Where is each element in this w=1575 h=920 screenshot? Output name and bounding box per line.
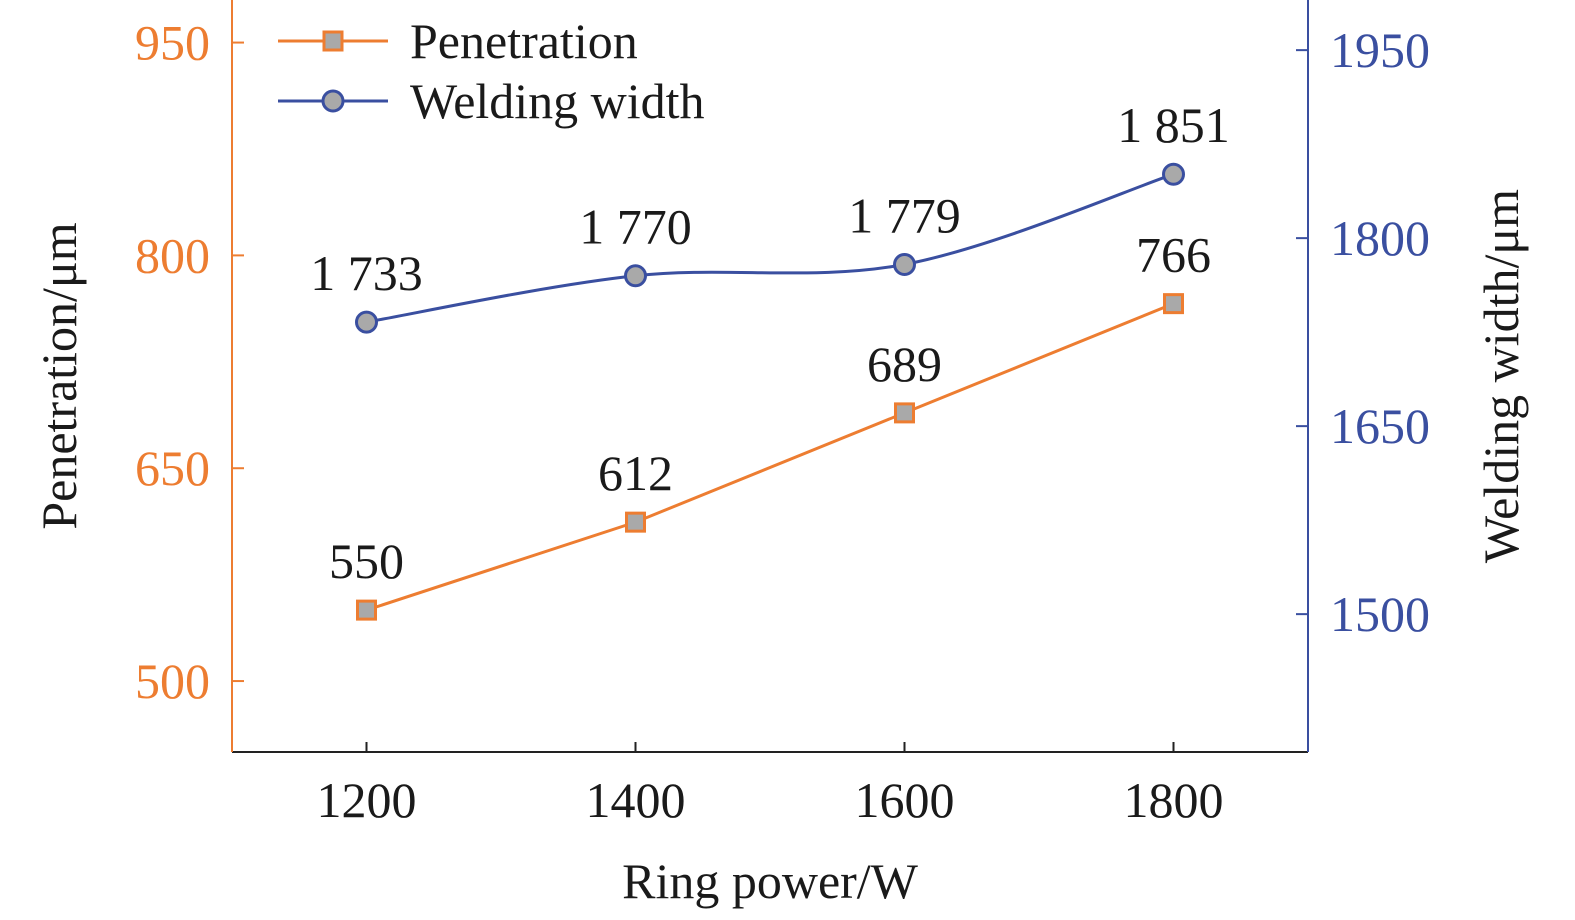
- right-y-axis-title: Welding width/μm: [1473, 189, 1529, 563]
- welding-width-marker: [355, 310, 378, 334]
- x-tick-label: 1200: [317, 772, 417, 828]
- data-labels-layer: 550 612 689 766 1 733 1 770 1 779 1 851: [310, 97, 1230, 589]
- welding-width-marker: [893, 252, 916, 276]
- right-y-tick-label: 1950: [1330, 22, 1430, 78]
- legend-label: Welding width: [410, 73, 705, 129]
- penetration-data-label: 766: [1136, 227, 1211, 283]
- left-y-tick-label: 650: [135, 440, 210, 496]
- left-y-tick-label: 800: [135, 227, 210, 283]
- left-y-tick-label: 950: [135, 15, 210, 71]
- series-line-circle: [366, 172, 1174, 324]
- legend-marker-circle: [321, 89, 345, 113]
- penetration-data-label: 689: [867, 336, 942, 392]
- welding-width-data-label: 1 851: [1117, 97, 1230, 153]
- welding-width-data-label: 1 779: [848, 187, 961, 243]
- x-axis-title: Ring power/W: [622, 853, 919, 909]
- x-tick-label: 1800: [1124, 772, 1224, 828]
- left-y-tick-label: 500: [135, 653, 210, 709]
- series-layer: [355, 162, 1185, 621]
- x-tick-label: 1400: [586, 772, 686, 828]
- penetration-data-label: 550: [329, 533, 404, 589]
- axes-layer: 1200 1400 1600 1800 500 650 800 950 1500 1650 1800…: [31, 0, 1529, 909]
- welding-width-data-label: 1 770: [579, 199, 692, 255]
- legend-label: Penetration: [410, 13, 638, 69]
- right-y-tick-label: 1500: [1330, 586, 1430, 642]
- penetration-marker: [1163, 293, 1184, 315]
- welding-width-marker: [624, 264, 647, 288]
- penetration-data-label: 612: [598, 445, 673, 501]
- welding-width-marker: [1162, 162, 1185, 186]
- left-y-axis-title: Penetration/μm: [31, 222, 87, 529]
- penetration-marker: [356, 599, 377, 621]
- welding-width-data-label: 1 733: [310, 245, 423, 301]
- series-line-square: [366, 302, 1175, 612]
- right-y-tick-label: 1800: [1330, 210, 1430, 266]
- penetration-marker: [625, 511, 646, 533]
- right-y-tick-label: 1650: [1330, 398, 1430, 454]
- x-tick-label: 1600: [855, 772, 955, 828]
- penetration-marker: [894, 402, 915, 424]
- legend-marker-square: [322, 30, 344, 52]
